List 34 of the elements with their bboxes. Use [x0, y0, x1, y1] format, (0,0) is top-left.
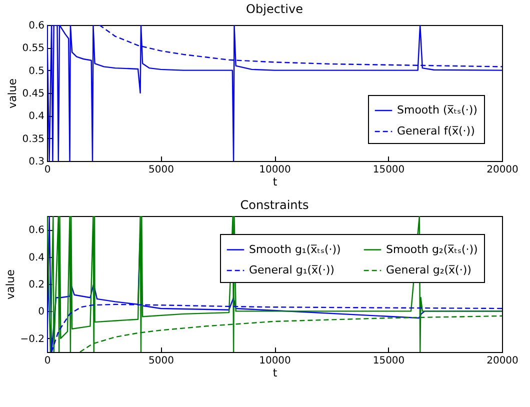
x-tick-label: 20000	[486, 356, 518, 366]
y-tick-label: −0.2	[20, 334, 44, 345]
y-tick-label: 0.4	[28, 111, 44, 122]
x-axis-title: t	[272, 366, 278, 380]
line-series	[47, 25, 502, 161]
y-tick-label: 0.45	[22, 88, 44, 100]
chart-title: Constraints	[240, 198, 309, 212]
y-tick-label: 0	[38, 306, 44, 318]
legend-label: Smooth (x̅ₜₛ(·))	[397, 104, 478, 116]
x-tick-label: 5000	[148, 164, 174, 176]
x-tick-label: 20000	[486, 164, 518, 176]
y-axis-title: value	[4, 269, 18, 300]
x-tick-label: 15000	[372, 356, 405, 366]
legend-label: Smooth g₁(x̅ₜₛ(·))	[249, 242, 341, 256]
legend-label: General g₁(x̅(·))	[249, 264, 334, 276]
x-tick-label: 10000	[259, 164, 291, 176]
legend-label: General f(x̅(·))	[397, 124, 475, 138]
x-tick-label: 15000	[372, 164, 405, 176]
x-axis-title: t	[272, 176, 278, 188]
legend-label: General g₂(x̅(·))	[386, 264, 472, 276]
y-axis-title: value	[6, 78, 20, 109]
y-tick-label: 0.55	[22, 43, 44, 54]
y-tick-label: 0.2	[28, 280, 44, 290]
x-tick-label: 10000	[259, 356, 291, 366]
y-tick-label: 0.6	[28, 20, 44, 32]
line-series	[47, 216, 502, 352]
y-tick-label: 0.3	[28, 156, 44, 168]
y-tick-label: 0.6	[28, 225, 44, 236]
chart-title: Objective	[246, 2, 303, 16]
y-tick-label: 0.5	[28, 66, 44, 77]
y-tick-label: 0.4	[28, 252, 44, 264]
legend-label: Smooth g₂(x̅ₜₛ(·))	[386, 242, 478, 256]
x-tick-label: 5000	[148, 356, 174, 366]
y-tick-label: 0.35	[22, 134, 44, 145]
